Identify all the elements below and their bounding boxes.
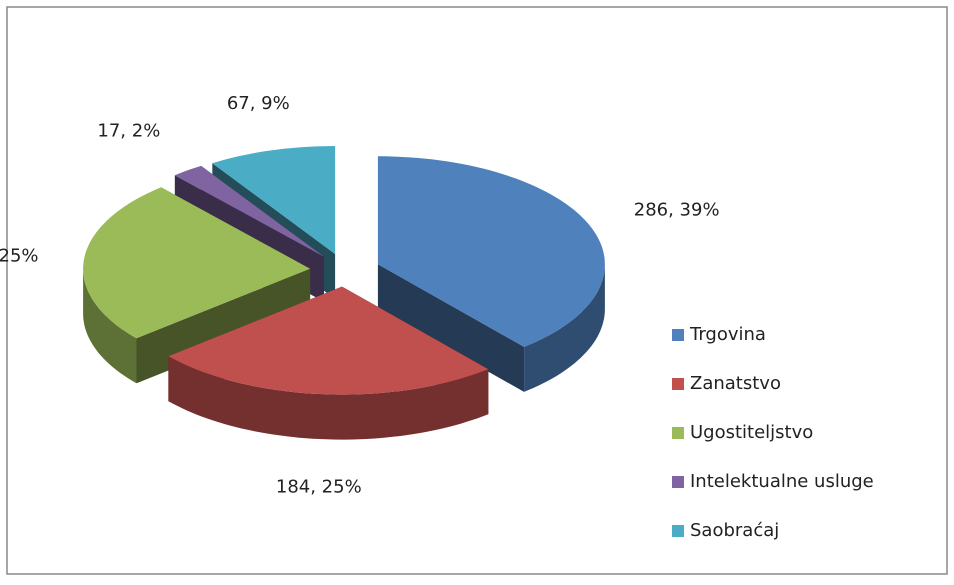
legend-label: Saobraćaj: [690, 520, 779, 541]
data-label: 67, 9%: [227, 93, 290, 114]
slice-wall: [524, 264, 605, 392]
legend-label: Trgovina: [689, 324, 766, 345]
slice: [174, 165, 324, 257]
slice: [168, 286, 489, 395]
legend-swatch: [672, 525, 684, 537]
slice-side: [377, 264, 525, 392]
legend-label: Intelektualne usluge: [690, 471, 874, 492]
data-label: 182, 25%: [0, 246, 39, 267]
slice-wall: [168, 356, 489, 440]
slice: [377, 156, 605, 347]
data-label: 286, 39%: [634, 200, 720, 221]
legend-swatch: [672, 329, 684, 341]
legend-label: Zanatstvo: [690, 373, 781, 394]
data-label: 17, 2%: [97, 121, 160, 142]
legend-label: Ugostiteljstvo: [690, 422, 813, 443]
slice-wall: [83, 268, 137, 384]
legend-swatch: [672, 378, 684, 390]
slice: [83, 187, 311, 339]
legend-swatch: [672, 427, 684, 439]
slice: [212, 146, 336, 254]
legend-swatch: [672, 476, 684, 488]
data-label: 184, 25%: [276, 477, 362, 498]
